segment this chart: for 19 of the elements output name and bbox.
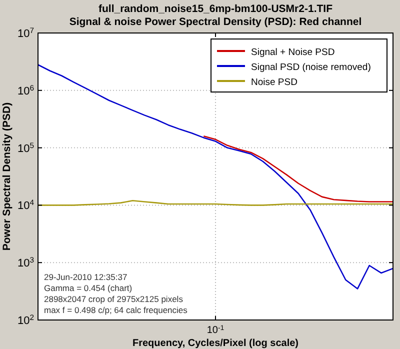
- x-axis-title: Frequency, Cycles/Pixel (log scale): [132, 338, 298, 349]
- y-tick-label: 10$^{2}$: [17, 312, 34, 327]
- y-tick-label: 10$^{4}$: [17, 198, 35, 212]
- y-tick-label: 10$^{6}$: [17, 82, 34, 98]
- chart-subtitle: Signal & noise Power Spectral Density (PSD): Red channel: [69, 16, 362, 28]
- legend-label: Signal + Noise PSD: [251, 47, 335, 58]
- y-tick-label: 10$^{5}$: [17, 140, 34, 155]
- annotation: 2898x2047 crop of 2975x2125 pixels: [44, 294, 183, 304]
- y-tick-label: 10$^{3}$: [17, 255, 34, 270]
- x-tick-label: 10$^{-1}$: [206, 324, 224, 336]
- chart-title: full_random_noise15_6mp-bm100-USMr2-1.TIF: [98, 3, 334, 15]
- legend-label: Signal PSD (noise removed): [251, 62, 371, 73]
- legend-label: Noise PSD: [251, 77, 298, 88]
- line-series: [203, 135, 393, 202]
- y-tick-label: 10$^{7}$: [17, 26, 34, 40]
- annotation: max f = 0.498 c/p; 64 calc frequencies: [44, 305, 188, 315]
- annotation: Gamma = 0.454 (chart): [44, 283, 132, 293]
- y-axis-title: Power Spectral Density (PSD): [1, 102, 13, 251]
- annotation: 29-Jun-2010 12:35:37: [44, 272, 128, 282]
